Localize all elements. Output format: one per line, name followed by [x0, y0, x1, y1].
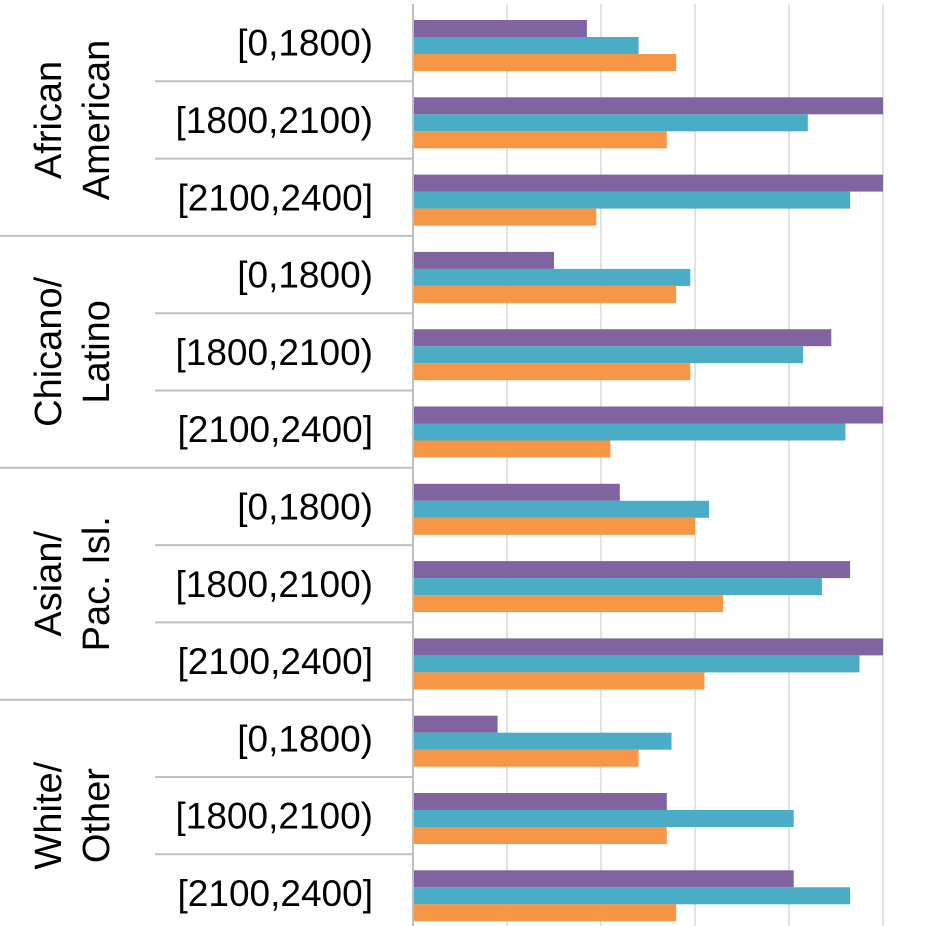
group-label: Chicano/Latino: [28, 276, 118, 426]
bar-purple: [413, 638, 883, 656]
row-label: [0,1800): [237, 255, 373, 296]
bar-teal: [413, 655, 860, 673]
bar-purple: [413, 20, 587, 37]
bar-teal: [413, 37, 639, 54]
bar-teal: [413, 191, 851, 209]
bar-purple: [413, 715, 498, 733]
group-label-line: Chicano/: [28, 276, 70, 426]
row-label: [2100,2400]: [178, 177, 373, 218]
bar-teal: [413, 810, 794, 827]
bar-teal: [413, 346, 804, 364]
group-label-line: Other: [76, 768, 118, 863]
row-label: [1800,2100): [175, 332, 373, 373]
group-label: African American: [28, 40, 118, 201]
row-label: [0,1800): [237, 718, 373, 759]
bar-purple: [413, 870, 794, 888]
bar-orange: [413, 672, 705, 690]
bar-orange: [413, 54, 677, 71]
group-label-line: White/: [28, 761, 70, 869]
row-label: [1800,2100): [175, 796, 373, 837]
bar-purple: [413, 174, 883, 192]
bar-purple: [413, 483, 620, 501]
row-label: [2100,2400]: [178, 873, 373, 914]
group-label: Asian/Pac. Isl.: [28, 516, 118, 651]
row-label: [1800,2100): [175, 564, 373, 605]
group-label-line: American: [76, 40, 118, 201]
bar-purple: [413, 329, 832, 347]
bar-orange: [413, 131, 667, 149]
bar-orange: [413, 363, 691, 381]
bar-purple: [413, 793, 667, 810]
group-label: White/Other: [28, 761, 118, 869]
row-label: [1800,2100): [175, 100, 373, 141]
bar-orange: [413, 517, 695, 535]
bar-teal: [413, 268, 691, 286]
bar-orange: [413, 440, 611, 458]
group-label-line: Latino: [76, 300, 118, 404]
row-label: [0,1800): [237, 486, 373, 527]
group-label-line: Pac. Isl.: [76, 516, 118, 651]
bar-purple: [413, 251, 554, 269]
row-label: [0,1800): [237, 23, 373, 64]
bar-teal: [413, 732, 672, 750]
bar-purple: [413, 406, 883, 424]
group-label-line: African: [28, 61, 70, 179]
bar-teal: [413, 887, 851, 905]
bar-orange: [413, 827, 667, 844]
bar-purple: [413, 561, 851, 579]
row-label: [2100,2400]: [178, 641, 373, 682]
bar-orange: [413, 285, 677, 303]
bar-teal: [413, 500, 710, 518]
bar-teal: [413, 114, 808, 132]
bar-teal: [413, 578, 822, 596]
bar-orange: [413, 595, 724, 613]
row-label: [2100,2400]: [178, 409, 373, 450]
bar-teal: [413, 423, 846, 441]
bar-orange: [413, 208, 597, 226]
group-label-line: Asian/: [28, 531, 70, 637]
bar-purple: [413, 97, 883, 115]
bar-orange: [413, 904, 677, 922]
bar-orange: [413, 749, 639, 767]
